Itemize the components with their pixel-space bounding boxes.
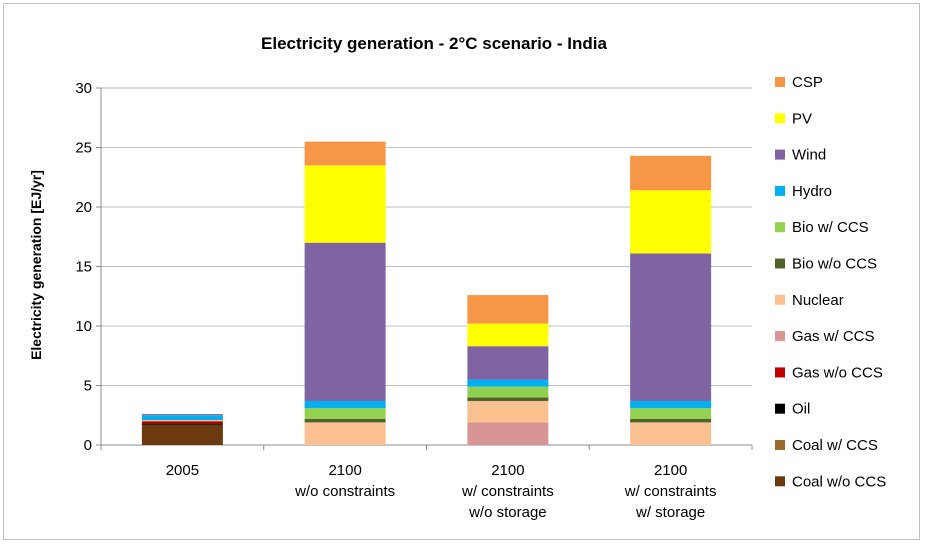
bar-pv-cat3 — [630, 190, 712, 254]
x-tick-label-2-line2: w/o storage — [468, 504, 547, 521]
chart-svg: Electricity generation - 2°C scenario - … — [28, 34, 886, 521]
legend-swatch-coal-w-ccs — [775, 440, 785, 450]
x-tick-label-2-line1: w/ constraints — [461, 483, 554, 500]
y-tick-label-6: 30 — [75, 80, 92, 97]
legend-label-csp: CSP — [792, 74, 823, 91]
legend-swatch-pv — [775, 113, 785, 124]
legend-swatch-gas-w-ccs — [775, 331, 785, 342]
y-axis-label: Electricity generation [EJ/yr] — [28, 170, 44, 360]
y-tick-label-0: 0 — [84, 437, 92, 454]
bar-csp-cat2 — [467, 295, 549, 324]
legend-label-coal-w-o-ccs: Coal w/o CCS — [792, 473, 886, 490]
legend-swatch-bio-w-ccs — [775, 222, 785, 233]
x-tick-label-1-line1: w/o constraints — [294, 483, 395, 500]
legend-label-nuclear: Nuclear — [792, 292, 844, 309]
bar-wind-cat3 — [630, 253, 712, 401]
x-tick-label-3-line1: w/ constraints — [624, 483, 717, 500]
legend-swatch-wind — [775, 149, 785, 160]
legend-swatch-coal-w-o-ccs — [775, 476, 785, 487]
bar-nuclear-cat2 — [467, 400, 549, 423]
bar-oil-cat0 — [141, 423, 223, 425]
bar-csp-cat3 — [630, 155, 712, 191]
chart-title: Electricity generation - 2°C scenario - … — [261, 34, 607, 53]
x-tick-label-3-line0: 2100 — [654, 462, 687, 479]
legend-label-bio-w-ccs: Bio w/ CCS — [792, 219, 869, 236]
bar-coal-w-o-ccs-cat0 — [141, 424, 223, 445]
x-tick-label-3-line2: w/ storage — [635, 504, 705, 521]
legend-swatch-bio-w-o-ccs — [775, 258, 785, 269]
y-tick-label-4: 20 — [75, 199, 92, 216]
bar-nuclear-cat3 — [630, 422, 712, 445]
legend-label-pv: PV — [792, 110, 812, 127]
bar-hydro-cat0 — [141, 415, 223, 421]
bar-bio-w-o-ccs-cat2 — [467, 397, 549, 401]
y-tick-label-5: 25 — [75, 140, 92, 157]
bar-bio-w-ccs-cat1 — [304, 408, 386, 419]
legend-swatch-hydro — [775, 185, 785, 196]
bar-nuclear-cat0 — [141, 420, 223, 422]
legend-label-wind: Wind — [792, 147, 826, 164]
legend-label-gas-w-ccs: Gas w/ CCS — [792, 328, 875, 345]
bar-gas-w-o-ccs-cat0 — [141, 421, 223, 424]
bar-csp-cat1 — [304, 141, 386, 166]
bar-pv-cat2 — [467, 323, 549, 347]
tick-labels: 0 5 10 15 20 25 30 2005 2100 w/o constraints 2100 w… — [75, 80, 716, 521]
legend-swatch-nuclear — [775, 294, 785, 305]
bar-bio-w-o-ccs-cat1 — [304, 418, 386, 423]
legend-label-coal-w-ccs: Coal w/ CCS — [792, 437, 878, 454]
legend-label-bio-w-o-ccs: Bio w/o CCS — [792, 256, 877, 273]
bar-hydro-cat3 — [630, 400, 712, 409]
x-tick-label-2-line0: 2100 — [491, 462, 524, 479]
bar-nuclear-cat1 — [304, 422, 386, 445]
legend-swatch-gas-w-o-ccs — [775, 367, 785, 378]
bar-wind-cat0 — [141, 414, 223, 416]
bar-wind-cat1 — [304, 242, 386, 401]
y-tick-label-3: 15 — [75, 259, 92, 276]
bar-bio-w-ccs-cat2 — [467, 386, 549, 398]
bar-bio-w-o-ccs-cat3 — [630, 418, 712, 423]
legend-label-hydro: Hydro — [792, 183, 832, 200]
y-tick-label-2: 10 — [75, 318, 92, 335]
chart-frame: Electricity generation - 2°C scenario - … — [3, 3, 920, 540]
bar-hydro-cat1 — [304, 400, 386, 409]
bar-bio-w-ccs-cat3 — [630, 408, 712, 419]
bar-hydro-cat2 — [467, 379, 549, 387]
x-tick-label-1-line0: 2100 — [328, 462, 361, 479]
bars — [141, 141, 712, 445]
bar-wind-cat2 — [467, 346, 549, 380]
y-tick-label-1: 5 — [84, 378, 92, 395]
x-tick-label-0-line0: 2005 — [166, 462, 199, 479]
bar-pv-cat1 — [304, 165, 386, 243]
legend-label-oil: Oil — [792, 401, 810, 418]
legend-swatch-csp — [775, 77, 785, 87]
bar-gas-w-ccs-cat2 — [467, 422, 549, 445]
legend-label-gas-w-o-ccs: Gas w/o CCS — [792, 364, 883, 381]
legend: CSP PV Wind Hydro Bio w/ CCS Bio w/o CCS Nucle… — [775, 74, 886, 490]
legend-swatch-oil — [775, 403, 785, 414]
